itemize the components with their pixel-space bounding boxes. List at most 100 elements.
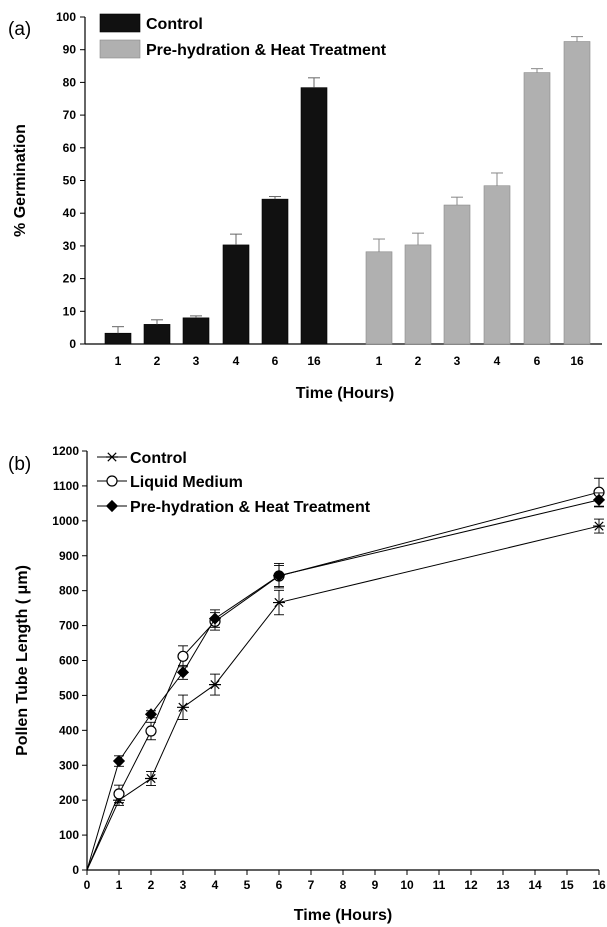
x-tick-label: 3: [454, 354, 461, 368]
y-tick-label: 600: [59, 654, 79, 668]
x-tick-label: 6: [534, 354, 541, 368]
bar-treatment-16h: [563, 41, 591, 345]
legend-label-liquid-medium: Liquid Medium: [130, 474, 243, 491]
x-tick-label: 10: [400, 878, 414, 892]
x-tick-label: 12: [464, 878, 478, 892]
y-tick-label: 50: [63, 174, 77, 188]
bar-control-1h: [104, 332, 132, 345]
y-tick-label: 70: [63, 108, 77, 122]
x-tick-label: 13: [496, 878, 510, 892]
x-tick-label: 11: [433, 878, 446, 892]
y-tick-label: 0: [69, 337, 76, 351]
x-tick-label: 16: [592, 878, 606, 892]
y-tick-label: 100: [56, 10, 76, 24]
data-point-treatment: [176, 666, 190, 679]
x-tick-label: 7: [308, 878, 315, 892]
y-tick-label: 100: [59, 828, 79, 842]
y-tick-label: 800: [59, 584, 79, 598]
data-point-control: [593, 521, 605, 531]
y-tick-label: 90: [63, 43, 77, 57]
x-tick-label: 2: [154, 354, 161, 368]
y-tick-label: 900: [59, 549, 79, 563]
legend-marker-liquid-medium: [106, 475, 118, 487]
y-tick-label: 20: [63, 272, 77, 286]
bar-control-3h: [182, 317, 210, 345]
x-tick-label: 3: [180, 878, 187, 892]
x-tick-label: 5: [244, 878, 251, 892]
bar-treatment-3h: [443, 204, 471, 345]
panel-b-pollen-tube-line-chart: (b)0100200300400500600700800900100011001…: [8, 444, 606, 924]
x-tick-label: 2: [415, 354, 422, 368]
x-tick-label: 6: [276, 878, 283, 892]
y-tick-label: 40: [63, 206, 77, 220]
bar-control-6h: [261, 198, 289, 345]
legend-swatch-treatment: [99, 39, 141, 59]
y-tick-label: 80: [63, 75, 77, 89]
y-tick-label: 500: [59, 688, 79, 702]
x-tick-label: 4: [233, 354, 240, 368]
panel-a-label: (a): [8, 19, 31, 40]
y-tick-label: 10: [63, 304, 77, 318]
data-point-liquid-medium: [113, 788, 125, 800]
y-tick-label: 400: [59, 723, 79, 737]
x-tick-label: 16: [570, 354, 584, 368]
legend-label-control: Control: [146, 16, 203, 33]
legend-label-treatment: Pre-hydration & Heat Treatment: [130, 499, 371, 516]
data-point-treatment: [592, 493, 606, 506]
panel-a-germination-bar-chart: (a) 0 10 20 30 40 50 60 70 80 90 100 1 2 3 4 6 16 1 2 3 4 6 16 T…: [8, 10, 602, 402]
y-tick-label: 1200: [52, 444, 79, 458]
data-point-liquid-medium: [145, 725, 157, 737]
data-point-treatment: [112, 754, 126, 768]
bar-treatment-4h: [483, 185, 511, 345]
legend-label-treatment: Pre-hydration & Heat Treatment: [146, 42, 387, 59]
x-tick-label: 3: [193, 354, 200, 368]
x-tick-label: 16: [307, 354, 321, 368]
x-tick-label: 4: [212, 878, 219, 892]
legend-marker-control: [106, 452, 118, 462]
x-tick-label: 15: [560, 878, 574, 892]
x-tick-label: 1: [115, 354, 122, 368]
x-axis-title: Time (Hours): [294, 907, 392, 924]
data-point-treatment: [208, 612, 222, 625]
y-axis-title: % Germination: [12, 124, 29, 237]
x-tick-label: 9: [372, 878, 379, 892]
x-tick-label: 1: [116, 878, 123, 892]
data-point-control: [145, 773, 157, 784]
legend-marker-treatment: [105, 499, 119, 513]
x-tick-label: 4: [494, 354, 501, 368]
x-tick-label: 1: [376, 354, 383, 368]
x-tick-label: 6: [272, 354, 279, 368]
data-point-treatment: [272, 569, 286, 582]
bar-control-16h: [300, 87, 328, 345]
y-tick-label: 60: [63, 141, 77, 155]
x-tick-label: 2: [148, 878, 155, 892]
y-tick-label: 700: [59, 619, 79, 633]
x-tick-label: 8: [340, 878, 347, 892]
data-point-control: [209, 679, 221, 690]
data-point-liquid-medium: [177, 650, 189, 662]
series-line-liquid-medium: [86, 491, 600, 871]
y-tick-label: 1100: [53, 479, 79, 493]
legend-label-control: Control: [130, 450, 187, 467]
bar-treatment-1h: [365, 251, 393, 345]
data-point-treatment: [144, 708, 158, 721]
bar-control-2h: [143, 324, 171, 345]
y-tick-label: 200: [59, 793, 79, 807]
bar-control-4h: [222, 244, 250, 345]
data-point-control: [177, 702, 189, 712]
bar-treatment-2h: [404, 244, 432, 345]
data-point-control: [273, 597, 285, 608]
legend-swatch-control: [99, 13, 141, 33]
y-tick-label: 1000: [52, 514, 79, 528]
y-axis-title: Pollen Tube Length ( μm): [14, 565, 31, 756]
y-tick-label: 30: [63, 239, 77, 253]
panel-b-label: (b): [8, 454, 31, 475]
y-tick-label: 300: [59, 758, 79, 772]
y-tick-label: 0: [72, 863, 79, 877]
bar-treatment-6h: [523, 72, 551, 345]
x-axis-title: Time (Hours): [296, 385, 394, 402]
x-tick-label: 14: [528, 878, 542, 892]
x-tick-label: 0: [84, 878, 91, 892]
series-line-treatment: [86, 499, 600, 871]
